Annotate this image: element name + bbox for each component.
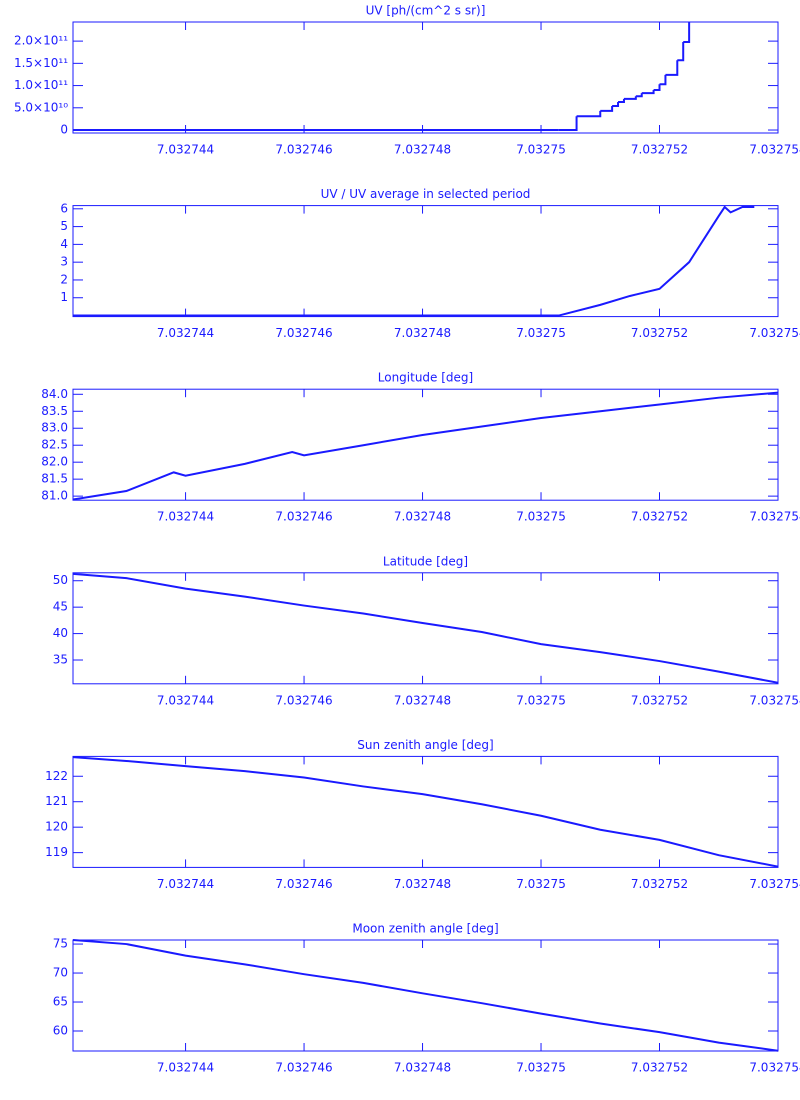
y-tick-label: 119 <box>45 845 68 859</box>
plot-frame <box>72 21 779 134</box>
y-tick-label: 60 <box>53 1024 68 1038</box>
x-tick-label: 7.032744 <box>157 143 214 157</box>
chart-title: Sun zenith angle [deg] <box>357 738 493 752</box>
x-tick-label: 7.032754 <box>749 143 800 157</box>
chart-title: UV [ph/(cm^2 s sr)] <box>366 4 486 18</box>
x-tick-label: 7.032752 <box>631 326 688 340</box>
x-tick-label: 7.032754 <box>749 326 800 340</box>
step-segment <box>653 84 661 92</box>
chart-title: Latitude [deg] <box>383 554 468 568</box>
data-line <box>73 756 778 868</box>
y-tick-label: 6 <box>60 201 68 215</box>
step-segment <box>558 116 578 132</box>
y-tick-label: 1.5×10¹¹ <box>14 56 68 70</box>
y-tick-label: 82.0 <box>41 455 68 469</box>
x-tick-label: 7.032748 <box>394 326 451 340</box>
x-tick-label: 7.032744 <box>157 693 214 707</box>
y-tick-label: 82.5 <box>41 438 68 452</box>
plot-frame <box>72 572 779 685</box>
y-tick-label: 4 <box>60 237 68 251</box>
x-tick-label: 7.032748 <box>394 877 451 891</box>
x-tick-label: 7.032746 <box>275 877 332 891</box>
x-tick-label: 7.032744 <box>157 877 214 891</box>
y-tick-label: 3 <box>60 255 68 269</box>
step-segment <box>612 102 620 108</box>
plot-frame <box>72 388 779 501</box>
plot-frame <box>72 205 779 318</box>
step-segment <box>576 110 602 118</box>
x-tick-label: 7.03275 <box>516 1061 566 1075</box>
x-tick-label: 7.032746 <box>275 326 332 340</box>
step-segment <box>683 22 691 44</box>
x-tick-label: 7.032748 <box>394 143 451 157</box>
x-tick-label: 7.032752 <box>631 877 688 891</box>
x-tick-label: 7.032746 <box>275 693 332 707</box>
x-tick-label: 7.032744 <box>157 1061 214 1075</box>
y-tick-label: 45 <box>53 600 68 614</box>
y-tick-label: 122 <box>45 769 68 783</box>
step-segment <box>635 93 643 98</box>
x-tick-label: 7.032746 <box>275 510 332 524</box>
y-tick-label: 2.0×10¹¹ <box>14 34 68 48</box>
y-tick-label: 83.0 <box>41 421 68 435</box>
y-tick-label: 65 <box>53 995 68 1009</box>
x-tick-label: 7.032754 <box>749 510 800 524</box>
data-line <box>73 572 778 684</box>
chart-title: UV / UV average in selected period <box>321 187 531 201</box>
y-tick-label: 81.5 <box>41 472 68 486</box>
chart-title: Longitude [deg] <box>378 371 473 385</box>
x-tick-label: 7.03275 <box>516 510 566 524</box>
x-tick-label: 7.032754 <box>749 1061 800 1075</box>
x-tick-label: 7.032748 <box>394 693 451 707</box>
y-tick-label: 121 <box>45 794 68 808</box>
x-tick-label: 7.03275 <box>516 877 566 891</box>
y-tick-label: 75 <box>53 937 68 951</box>
x-tick-label: 7.03275 <box>516 326 566 340</box>
x-tick-label: 7.032746 <box>275 1061 332 1075</box>
x-tick-label: 7.032744 <box>157 510 214 524</box>
data-line <box>73 391 778 501</box>
step-segment <box>677 42 685 62</box>
x-tick-label: 7.032752 <box>631 693 688 707</box>
y-tick-label: 84.0 <box>41 387 68 401</box>
x-tick-label: 7.032744 <box>157 326 214 340</box>
data-line <box>73 939 778 1052</box>
y-tick-label: 70 <box>53 966 68 980</box>
plot-frame <box>72 939 779 1052</box>
x-tick-label: 7.032748 <box>394 1061 451 1075</box>
step-segment <box>618 98 625 104</box>
step-segment <box>665 60 679 76</box>
step-segment <box>600 106 614 112</box>
x-tick-label: 7.032752 <box>631 510 688 524</box>
y-tick-label: 81.0 <box>41 489 68 503</box>
x-tick-label: 7.032752 <box>631 1061 688 1075</box>
y-tick-label: 5 <box>60 219 68 233</box>
x-tick-label: 7.032746 <box>275 143 332 157</box>
chart-title: Moon zenith angle [deg] <box>352 922 498 936</box>
y-tick-label: 5.0×10¹⁰ <box>14 100 68 114</box>
step-segment <box>641 90 655 95</box>
x-tick-label: 7.03275 <box>516 143 566 157</box>
y-tick-label: 50 <box>53 573 68 587</box>
x-tick-label: 7.032748 <box>394 510 451 524</box>
x-tick-label: 7.032754 <box>749 693 800 707</box>
x-tick-label: 7.03275 <box>516 693 566 707</box>
y-tick-label: 1.0×10¹¹ <box>14 78 68 92</box>
y-tick-label: 35 <box>53 653 68 667</box>
y-tick-label: 0 <box>60 123 68 137</box>
x-tick-label: 7.032752 <box>631 143 688 157</box>
plot-frame <box>72 755 779 868</box>
x-tick-label: 7.032754 <box>749 877 800 891</box>
y-tick-label: 83.5 <box>41 404 68 418</box>
step-segment <box>659 74 667 86</box>
y-tick-label: 40 <box>53 626 68 640</box>
y-tick-label: 120 <box>45 820 68 834</box>
data-line <box>73 205 755 317</box>
y-tick-label: 1 <box>60 290 68 304</box>
y-tick-label: 2 <box>60 272 68 286</box>
step-segment <box>623 96 637 100</box>
